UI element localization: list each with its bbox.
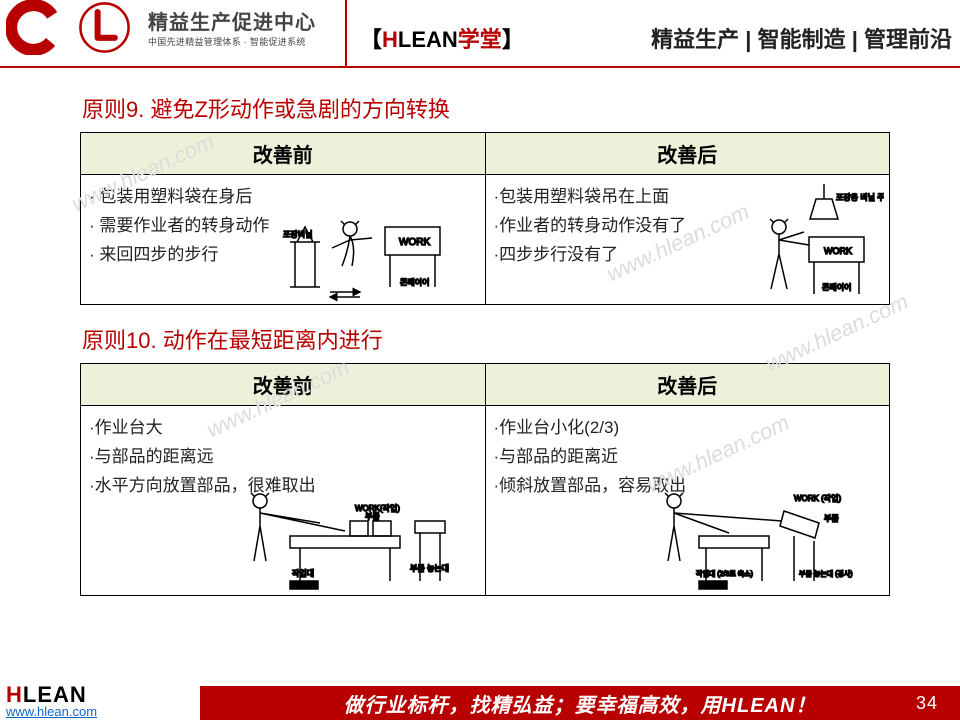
svg-text:WORK: WORK bbox=[824, 246, 852, 256]
principle-9-title: 原则9. 避免Z形动作或急剧的方向转换 bbox=[82, 92, 890, 124]
svg-text:부름 놓는대: 부름 놓는대 bbox=[410, 564, 449, 573]
p10-before-illustration: 작업대 WORK(작업) 부품 부름 놓는대 bbox=[230, 481, 460, 591]
label-work: WORK bbox=[399, 237, 430, 248]
tagline-sep: | bbox=[846, 27, 864, 52]
logo-block: 精益生产促进中心 中国先进精益管理体系 · 智能促进系统 bbox=[0, 0, 345, 54]
svg-text:콘베이어: 콘베이어 bbox=[822, 282, 851, 292]
tagline-1: 精益生产 bbox=[651, 27, 739, 52]
top-taglines: 精益生产 | 智能制造 | 管理前沿 bbox=[651, 22, 952, 54]
p9-header-after: 改善后 bbox=[485, 133, 890, 175]
svg-text:포장용 비닐 주머니: 포장용 비닐 주머니 bbox=[836, 192, 884, 202]
header-divider bbox=[345, 0, 347, 68]
p9-cell-before: · 包装用塑料袋在身后 · 需要作业者的转身动作 · 来回四步的步行 www.h… bbox=[81, 175, 486, 305]
school-label: 【HLEAN学堂】 bbox=[360, 22, 524, 54]
page-header: 精益生产促进中心 中国先进精益管理体系 · 智能促进系统 【HLEAN学堂】 精… bbox=[0, 0, 960, 68]
p9-after-illustration: 포장용 비닐 주머니 WORK 콘베이어 bbox=[724, 182, 884, 302]
svg-text:작업대: 작업대 bbox=[292, 568, 314, 578]
svg-text:작업대 (2/3로 축소): 작업대 (2/3로 축소) bbox=[696, 569, 753, 578]
tagline-3: 管理前沿 bbox=[864, 27, 952, 52]
footer-slogan: 做行业标杆，找精弘益；要幸福高效，用HLEAN！ bbox=[344, 689, 817, 718]
p10-cell-before: ·作业台大 ·与部品的距离远 ·水平方向放置部品，很难取出 www.hlean.… bbox=[81, 406, 486, 596]
p10-header-before: 改善前 bbox=[81, 364, 486, 406]
logo-l-icon bbox=[77, 0, 132, 55]
page-number: 34 bbox=[916, 693, 938, 714]
p10-cell-after: ·作业台小化(2/3) ·与部品的距离近 ·倾斜放置部品，容易取出 www.hl… bbox=[485, 406, 890, 596]
tagline-2: 智能制造 bbox=[758, 27, 846, 52]
p9-before-illustration: WORK 콘베이어 포장비닐 bbox=[275, 207, 455, 302]
school-lean: LEAN bbox=[398, 27, 458, 52]
logo-c-icon bbox=[6, 0, 61, 55]
svg-text:콘베이어: 콘베이어 bbox=[400, 277, 429, 287]
principle-10-title: 原则10. 动作在最短距离内进行 bbox=[82, 323, 890, 355]
principle-9-table: 改善前 改善后 · 包装用塑料袋在身后 · 需要作业者的转身动作 · 来回四步的… bbox=[80, 132, 890, 305]
bracket-right: 】 bbox=[502, 27, 524, 52]
svg-text:부품: 부품 bbox=[824, 514, 839, 523]
logo-main-text: 精益生产促进中心 bbox=[148, 6, 316, 35]
p9-header-before: 改善前 bbox=[81, 133, 486, 175]
school-h: H bbox=[382, 27, 398, 52]
p10-b2: ·与部品的距离远 bbox=[89, 443, 477, 472]
svg-text:부름 놓는대 (경사): 부름 놓는대 (경사) bbox=[799, 569, 853, 578]
svg-text:부품: 부품 bbox=[365, 512, 380, 521]
logo-text: 精益生产促进中心 中国先进精益管理体系 · 智能促进系统 bbox=[148, 6, 316, 48]
p10-a2: ·与部品的距离近 bbox=[494, 443, 882, 472]
page-footer: HLEAN www.hlean.com 做行业标杆，找精弘益；要幸福高效，用HL… bbox=[0, 680, 960, 720]
p10-header-after: 改善后 bbox=[485, 364, 890, 406]
svg-text:WORK (작업): WORK (작업) bbox=[794, 493, 841, 503]
footer-logo-block: HLEAN www.hlean.com bbox=[0, 680, 200, 720]
principle-10-table: 改善前 改善后 ·作业台大 ·与部品的距离远 ·水平方向放置部品，很难取出 ww… bbox=[80, 363, 890, 596]
page-content: 原则9. 避免Z形动作或急剧的方向转换 改善前 改善后 · 包装用塑料袋在身后 … bbox=[0, 68, 960, 596]
footer-url[interactable]: www.hlean.com bbox=[6, 704, 200, 719]
footer-slogan-bar: 做行业标杆，找精弘益；要幸福高效，用HLEAN！ 34 bbox=[200, 686, 960, 720]
bracket-left: 【 bbox=[360, 27, 382, 52]
p10-after-illustration: 작업대 (2/3로 축소) WORK (작업) 부품 부름 놓는대 (경사) bbox=[644, 481, 874, 591]
p10-b1: ·作业台大 bbox=[89, 414, 477, 443]
school-cn: 学堂 bbox=[458, 27, 502, 52]
logo-sub-text: 中国先进精益管理体系 · 智能促进系统 bbox=[148, 35, 316, 48]
p9-cell-after: ·包装用塑料袋吊在上面 ·作业者的转身动作没有了 ·四步步行没有了 www.hl… bbox=[485, 175, 890, 305]
p10-a1: ·作业台小化(2/3) bbox=[494, 414, 882, 443]
tagline-sep: | bbox=[739, 27, 757, 52]
svg-text:포장비닐: 포장비닐 bbox=[283, 229, 312, 239]
